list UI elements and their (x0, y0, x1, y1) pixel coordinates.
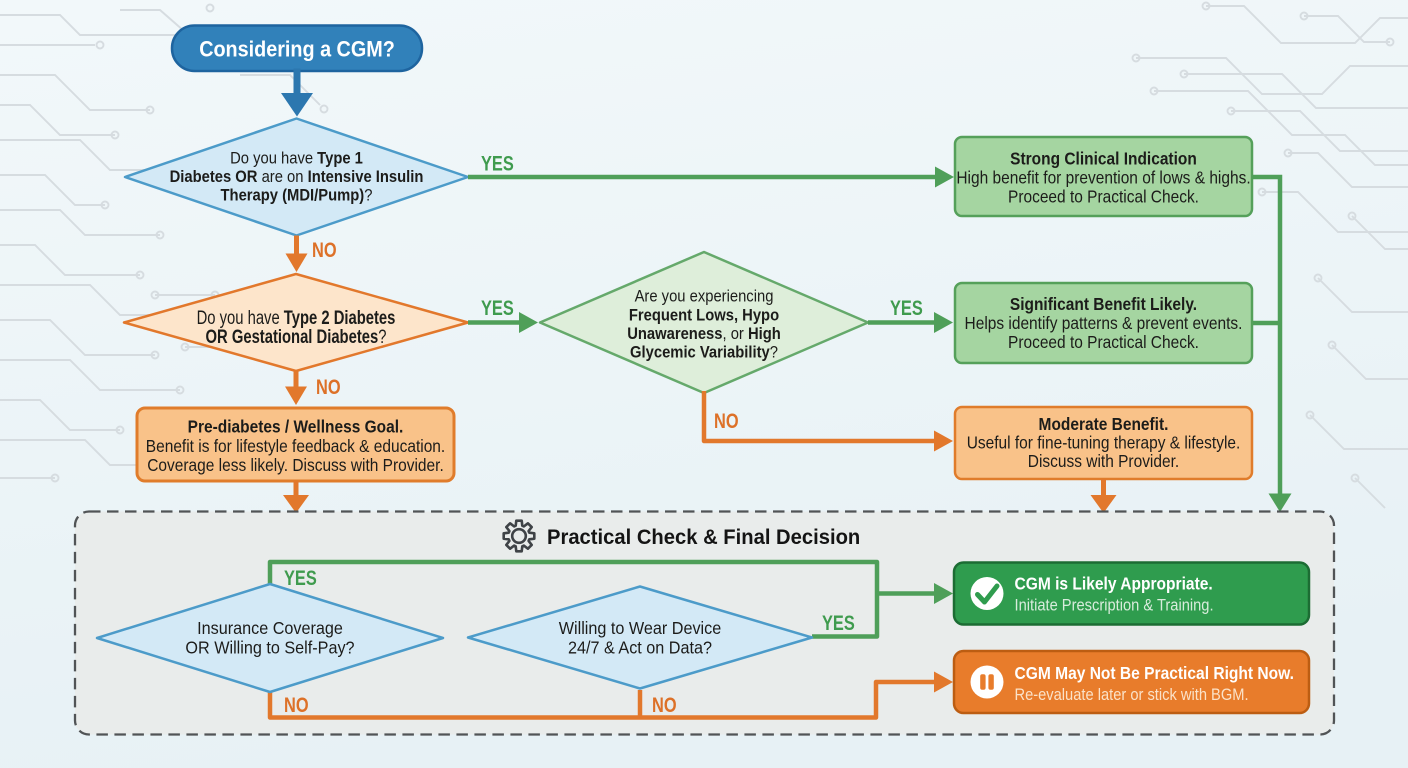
svg-text:YES: YES (284, 566, 317, 589)
svg-text:NO: NO (652, 693, 677, 716)
svg-text:Initiate Prescription & Traini: Initiate Prescription & Training. (1015, 597, 1214, 615)
svg-text:Useful for fine-tuning therapy: Useful for fine-tuning therapy & lifesty… (967, 433, 1241, 453)
svg-text:Therapy (MDI/Pump)?: Therapy (MDI/Pump)? (221, 187, 373, 205)
svg-text:OR Gestational Diabetes?: OR Gestational Diabetes? (206, 326, 387, 347)
svg-text:Practical Check & Final Decisi: Practical Check & Final Decision (547, 525, 860, 549)
svg-text:Proceed to Practical Check.: Proceed to Practical Check. (1008, 187, 1199, 207)
svg-text:NO: NO (284, 693, 309, 716)
svg-text:YES: YES (822, 611, 855, 634)
svg-text:High benefit for prevention of: High benefit for prevention of lows & hi… (956, 168, 1250, 188)
svg-text:24/7 & Act on Data?: 24/7 & Act on Data? (568, 638, 712, 658)
svg-text:CGM May Not Be Practical Right: CGM May Not Be Practical Right Now. (1015, 663, 1295, 683)
svg-text:Willing to Wear Device: Willing to Wear Device (559, 618, 722, 638)
svg-text:CGM is Likely Appropriate.: CGM is Likely Appropriate. (1015, 574, 1213, 594)
svg-text:OR Willing to Self-Pay?: OR Willing to Self-Pay? (185, 638, 354, 658)
svg-text:Discuss with Provider.: Discuss with Provider. (1028, 451, 1179, 471)
svg-text:Insurance Coverage: Insurance Coverage (197, 618, 343, 638)
svg-text:YES: YES (890, 296, 923, 319)
svg-text:Unawareness, or High: Unawareness, or High (627, 325, 781, 343)
svg-text:NO: NO (312, 238, 337, 261)
svg-text:YES: YES (481, 296, 514, 319)
svg-text:YES: YES (481, 152, 514, 175)
svg-text:Do you have Type 2 Diabetes: Do you have Type 2 Diabetes (197, 307, 396, 328)
svg-text:Strong Clinical Indication: Strong Clinical Indication (1010, 149, 1197, 169)
svg-text:Helps identify patterns & prev: Helps identify patterns & prevent events… (965, 313, 1243, 333)
svg-text:Pre-diabetes / Wellness Goal.: Pre-diabetes / Wellness Goal. (188, 417, 404, 437)
svg-text:Significant Benefit Likely.: Significant Benefit Likely. (1010, 294, 1197, 314)
svg-text:NO: NO (316, 375, 341, 398)
svg-text:Proceed to Practical Check.: Proceed to Practical Check. (1008, 332, 1199, 352)
svg-text:Glycemic Variability?: Glycemic Variability? (630, 344, 778, 362)
svg-text:NO: NO (714, 409, 739, 432)
svg-text:Do you have Type 1: Do you have Type 1 (230, 149, 363, 167)
svg-text:Frequent Lows, Hypo: Frequent Lows, Hypo (629, 307, 780, 325)
svg-text:Considering a CGM?: Considering a CGM? (199, 38, 395, 62)
svg-text:Diabetes OR are on Intensive I: Diabetes OR are on Intensive Insulin (170, 168, 424, 186)
svg-text:Moderate Benefit.: Moderate Benefit. (1039, 414, 1169, 434)
svg-text:Are you experiencing: Are you experiencing (635, 288, 774, 306)
svg-text:Coverage less likely. Discuss: Coverage less likely. Discuss with Provi… (147, 455, 444, 475)
svg-text:Benefit is for lifestyle feedb: Benefit is for lifestyle feedback & educ… (146, 436, 445, 456)
svg-text:Re-evaluate later or stick wit: Re-evaluate later or stick with BGM. (1015, 686, 1249, 704)
